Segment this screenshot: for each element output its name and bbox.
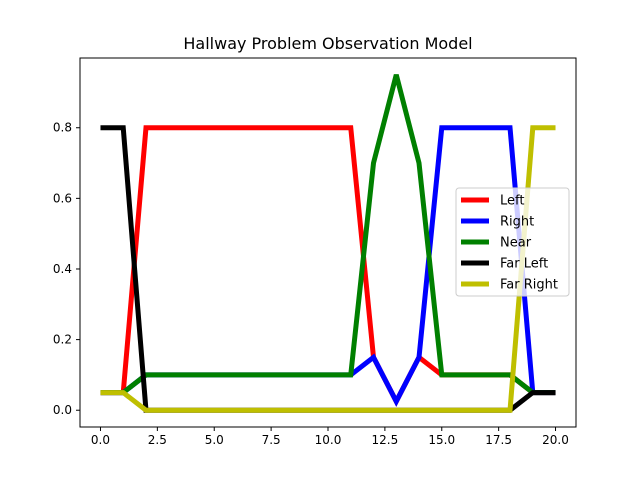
y-tick-label: 0.8 (53, 121, 72, 135)
x-tick-label: 10.0 (315, 433, 342, 447)
y-tick-label: 0.6 (53, 191, 72, 205)
x-tick-label: 5.0 (205, 433, 224, 447)
legend-label-far-right: Far Right (500, 278, 558, 293)
x-tick-label: 7.5 (262, 433, 281, 447)
legend-label-far-left: Far Left (500, 257, 548, 272)
chart-title: Hallway Problem Observation Model (183, 34, 472, 53)
x-tick-label: 2.5 (148, 433, 167, 447)
y-tick-label: 0.2 (53, 333, 72, 347)
y-tick-label: 0.4 (53, 262, 72, 276)
y-tick-label: 0.0 (53, 403, 72, 417)
axes-frame (79, 57, 577, 428)
x-tick-label: 17.5 (485, 433, 512, 447)
series-line-far-right (100, 125, 556, 413)
axes-ticks: 0.0 2.5 5.0 7.5 10.0 12.5 15.0 17.5 20.0 0.0 0.2 0.… (53, 121, 569, 447)
x-tick-label: 12.5 (372, 433, 399, 447)
legend-label-left: Left (500, 194, 524, 209)
series-line-near (100, 74, 556, 396)
x-tick-label: 20.0 (542, 433, 569, 447)
legend-label-near: Near (500, 236, 532, 251)
x-tick-label: 0.0 (91, 433, 110, 447)
legend-frame (455, 187, 570, 297)
plot-lines (100, 74, 556, 413)
x-tick-label: 15.0 (428, 433, 455, 447)
legend-label-right: Right (500, 215, 534, 230)
legend: Left Right Near Far Left Far Right (455, 187, 570, 297)
